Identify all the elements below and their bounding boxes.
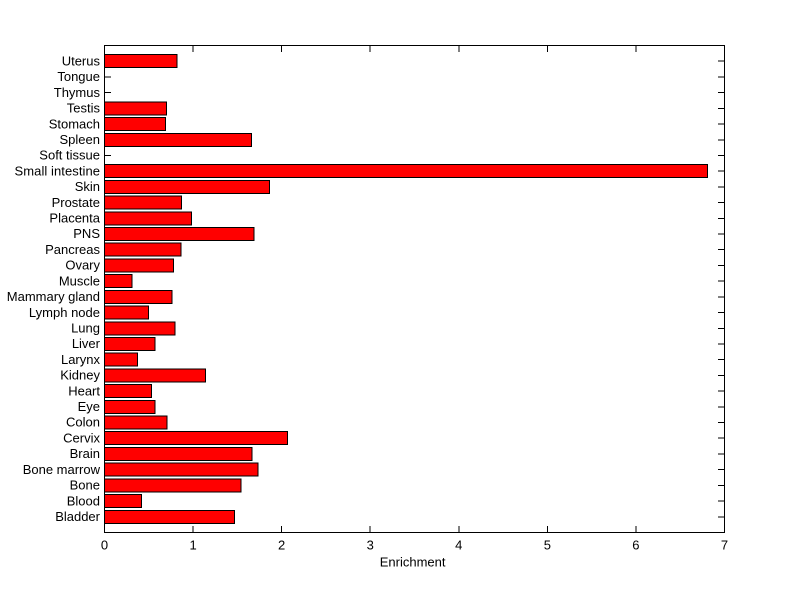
svg-text:Placenta: Placenta <box>49 211 100 226</box>
svg-text:Bone marrow: Bone marrow <box>23 462 101 477</box>
svg-text:Small intestine: Small intestine <box>15 163 101 178</box>
svg-text:Muscle: Muscle <box>59 273 100 288</box>
svg-text:Ovary: Ovary <box>65 258 100 273</box>
svg-text:Pancreas: Pancreas <box>45 242 100 257</box>
svg-text:Larynx: Larynx <box>61 352 101 367</box>
svg-text:Uterus: Uterus <box>62 53 101 68</box>
svg-text:Tongue: Tongue <box>57 69 100 84</box>
svg-text:Bladder: Bladder <box>55 509 100 524</box>
svg-text:6: 6 <box>632 538 639 553</box>
svg-text:Spleen: Spleen <box>60 132 100 147</box>
svg-text:7: 7 <box>721 538 728 553</box>
svg-text:Enrichment: Enrichment <box>380 555 446 570</box>
svg-text:Heart: Heart <box>68 383 100 398</box>
svg-text:Stomach: Stomach <box>49 116 100 131</box>
svg-text:1: 1 <box>189 538 196 553</box>
svg-text:Lymph node: Lymph node <box>29 305 100 320</box>
svg-text:Soft tissue: Soft tissue <box>39 148 100 163</box>
svg-text:Brain: Brain <box>70 446 100 461</box>
svg-text:Thymus: Thymus <box>54 85 101 100</box>
svg-text:Kidney: Kidney <box>60 368 100 383</box>
svg-text:3: 3 <box>367 538 374 553</box>
svg-text:Skin: Skin <box>75 179 100 194</box>
svg-text:Colon: Colon <box>66 415 100 430</box>
svg-text:4: 4 <box>455 538 462 553</box>
svg-text:Eye: Eye <box>78 399 100 414</box>
svg-text:Prostate: Prostate <box>52 195 100 210</box>
svg-text:Lung: Lung <box>71 320 100 335</box>
svg-text:Mammary gland: Mammary gland <box>7 289 100 304</box>
svg-text:Cervix: Cervix <box>63 430 100 445</box>
svg-text:Blood: Blood <box>67 493 100 508</box>
svg-text:Liver: Liver <box>72 336 101 351</box>
svg-text:2: 2 <box>278 538 285 553</box>
svg-text:5: 5 <box>544 538 551 553</box>
svg-text:PNS: PNS <box>73 226 100 241</box>
svg-text:Testis: Testis <box>67 101 101 116</box>
svg-text:0: 0 <box>101 538 108 553</box>
svg-text:Bone: Bone <box>70 478 100 493</box>
